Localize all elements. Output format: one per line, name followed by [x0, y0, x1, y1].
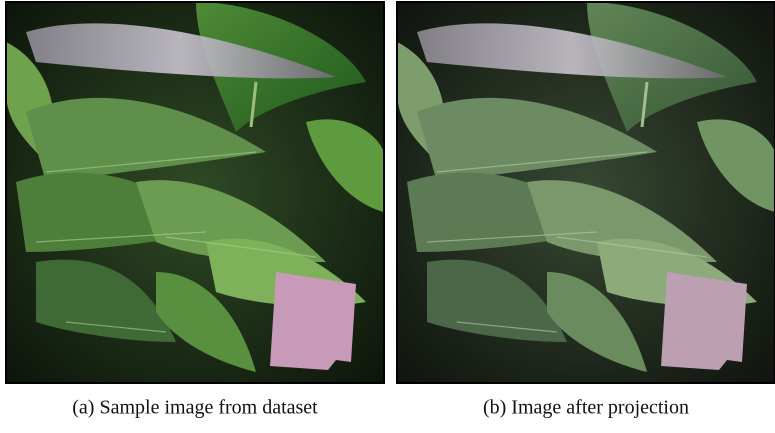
- figure: (a) Sample image from dataset (b) Image …: [0, 0, 775, 428]
- caption: (b) Image after projection: [483, 397, 689, 419]
- subfigure-b-image: [397, 2, 775, 383]
- subfigure-a-image: [6, 2, 384, 383]
- caption: (a) Sample image from dataset: [72, 397, 318, 419]
- page: (a) Sample image from dataset (b) Image …: [0, 0, 775, 428]
